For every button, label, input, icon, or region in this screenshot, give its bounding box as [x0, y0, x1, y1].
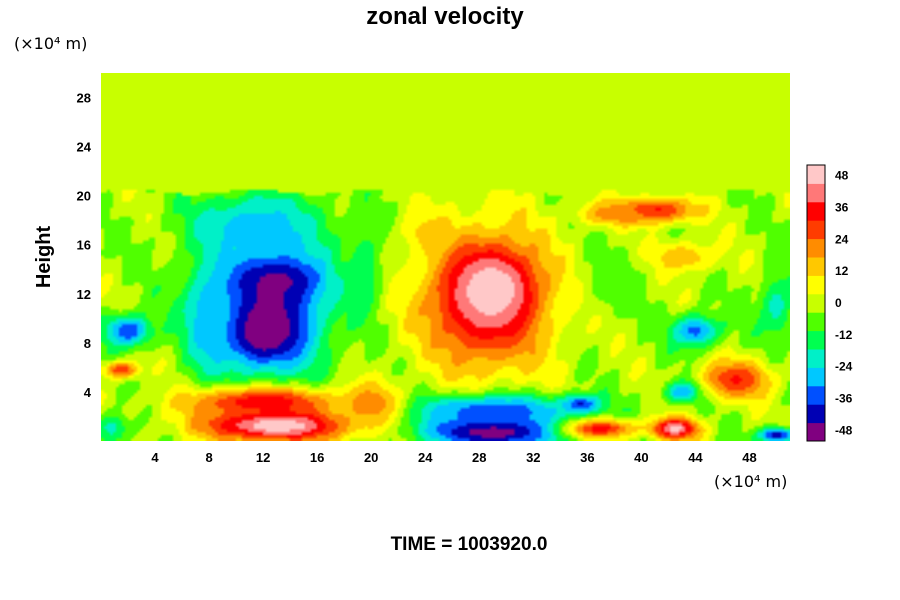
- colorbar-segment: [807, 404, 825, 424]
- colorbar-segment: [807, 220, 825, 240]
- x-tick-labels: 4 8 12 16 20 24 28 32 36 40 44 48: [151, 450, 756, 465]
- y-tick-label: 20: [77, 189, 91, 204]
- colorbar-segments: [807, 165, 825, 442]
- y-axis-label: Height: [33, 226, 55, 289]
- x-tick-label: 48: [742, 450, 756, 465]
- colorbar-segment: [807, 183, 825, 203]
- colorbar-label: 48: [835, 169, 849, 183]
- x-tick-label: 24: [418, 450, 433, 465]
- colorbar-segment: [807, 238, 825, 258]
- colorbar: 48 36 24 12 0 -12 -24 -36 -48: [806, 164, 853, 442]
- x-tick-label: 40: [634, 450, 648, 465]
- colorbar-label: 36: [835, 200, 849, 214]
- y-axis-unit: (×10⁴ m): [14, 34, 87, 53]
- x-tick-label: 36: [580, 450, 594, 465]
- x-tick-label: 4: [151, 450, 159, 465]
- colorbar-segment: [807, 367, 825, 387]
- y-tick-label: 8: [84, 336, 91, 351]
- colorbar-label: -12: [835, 328, 853, 342]
- y-tick-label: 16: [77, 238, 91, 253]
- time-label: TIME = 1003920.0: [391, 534, 548, 555]
- colorbar-frame: [806, 164, 826, 442]
- colorbar-segment: [807, 257, 825, 276]
- y-tick-label: 12: [77, 287, 91, 302]
- colorbar-segment: [807, 385, 825, 405]
- x-tick-label: 20: [364, 450, 378, 465]
- x-tick-label: 28: [472, 450, 486, 465]
- colorbar-segment: [807, 275, 825, 295]
- x-tick-label: 16: [310, 450, 324, 465]
- y-tick-label: 24: [77, 140, 92, 155]
- colorbar-segment: [807, 312, 825, 332]
- colorbar-label: 24: [835, 232, 849, 246]
- colorbar-segment: [807, 201, 825, 221]
- x-tick-label: 44: [688, 450, 703, 465]
- colorbar-segment: [807, 165, 825, 184]
- x-tick-label: 8: [205, 450, 212, 465]
- colorbar-segment: [807, 293, 825, 313]
- chart-title: zonal velocity: [366, 3, 524, 30]
- colorbar-label: -36: [835, 392, 853, 406]
- colorbar-label: -24: [835, 360, 853, 374]
- colorbar-labels: 48 36 24 12 0 -12 -24 -36 -48: [835, 169, 853, 438]
- x-tick-label: 12: [256, 450, 270, 465]
- y-tick-label: 4: [84, 385, 92, 400]
- colorbar-segment: [807, 349, 825, 368]
- plot-area: [101, 73, 790, 441]
- x-axis-unit: (×10⁴ m): [714, 472, 787, 491]
- y-tick-label: 28: [77, 91, 91, 106]
- colorbar-label: 12: [835, 264, 849, 278]
- colorbar-label: 0: [835, 296, 842, 310]
- colorbar-label: -48: [835, 423, 853, 437]
- velocity-field: [101, 73, 790, 441]
- colorbar-segment: [807, 422, 825, 442]
- y-tick-labels: 4 8 12 16 20 24 28: [77, 91, 92, 400]
- x-tick-label: 32: [526, 450, 540, 465]
- colorbar-segment: [807, 330, 825, 350]
